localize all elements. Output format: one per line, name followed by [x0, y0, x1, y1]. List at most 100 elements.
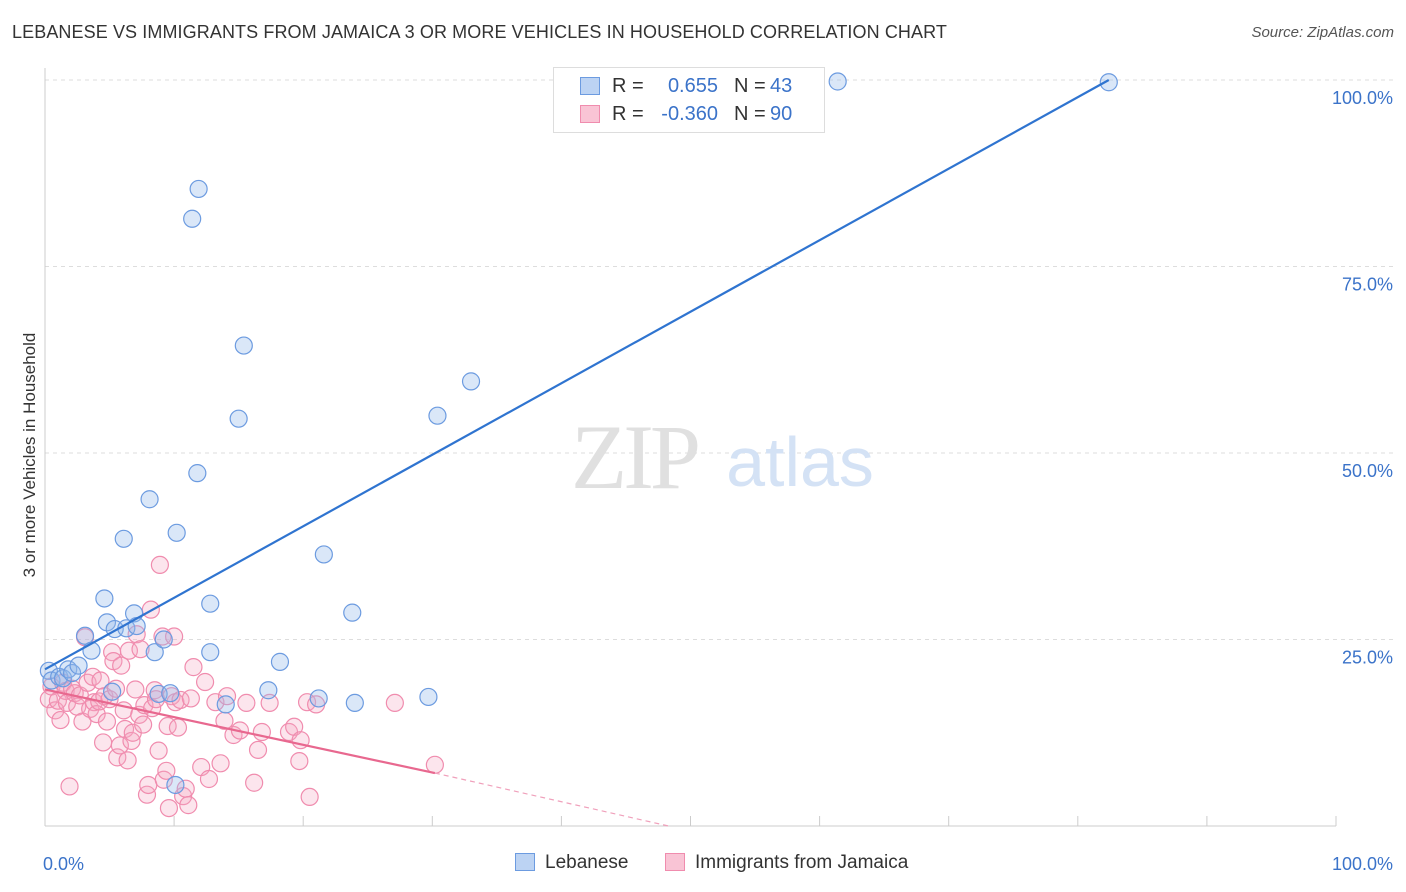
lebanese-point	[314, 545, 333, 564]
lebanese-point	[461, 372, 481, 391]
lebanese-point	[428, 406, 447, 425]
correlation-legend: R = 0.655 N = 43 R = -0.360 N = 90	[553, 67, 825, 133]
jamaica-point	[119, 641, 139, 660]
jamaica-point	[108, 748, 127, 767]
n-label: N =	[734, 75, 766, 97]
jamaica-point	[131, 640, 150, 659]
jamaica-legend-label: Immigrants from Jamaica	[695, 852, 909, 873]
jamaica-point	[110, 736, 129, 755]
lebanese-point	[63, 663, 82, 683]
lebanese-point	[166, 775, 185, 795]
lebanese-point	[69, 656, 88, 675]
lebanese-point	[216, 695, 235, 714]
jamaica-point	[199, 769, 219, 789]
jamaica-point	[211, 754, 230, 773]
watermark-zip: ZIP	[571, 406, 698, 508]
legend-row-jamaica: R = -0.360 N = 90	[554, 100, 824, 130]
jamaica-point	[134, 715, 153, 734]
x-tick-label-min: 0.0%	[43, 854, 84, 874]
jamaica-point	[51, 710, 70, 730]
source-label: Source: ZipAtlas.com	[1251, 24, 1394, 41]
lebanese-point	[419, 687, 438, 707]
jamaica-point	[181, 689, 200, 708]
r-label: R =	[612, 103, 644, 125]
jamaica-point	[126, 680, 145, 699]
bottom-legend-jamaica: Immigrants from Jamaica	[665, 852, 908, 874]
lebanese-point	[75, 626, 95, 645]
jamaica-point	[237, 693, 256, 713]
y-tick-label: 50.0%	[1342, 461, 1393, 481]
chart-title: LEBANESE VS IMMIGRANTS FROM JAMAICA 3 OR…	[12, 22, 947, 42]
jamaica-point	[184, 658, 203, 677]
lebanese-point	[309, 689, 328, 708]
lebanese-point	[95, 589, 114, 608]
lebanese-point	[1099, 73, 1118, 92]
lebanese-point	[343, 603, 362, 622]
jamaica-point	[139, 775, 158, 795]
grid-lines	[44, 79, 1396, 826]
jamaica-point	[157, 761, 176, 780]
jamaica-point	[290, 751, 309, 771]
lebanese-point	[201, 594, 220, 613]
jamaica-point	[385, 693, 404, 713]
lebanese-point	[828, 72, 847, 91]
lebanese-point	[188, 464, 207, 483]
lebanese-point	[140, 490, 159, 509]
lebanese-point	[161, 684, 180, 703]
n-value: 90	[770, 103, 793, 125]
jamaica-point	[97, 712, 117, 731]
jamaica-legend-swatch	[665, 853, 685, 871]
lebanese-point	[167, 523, 186, 542]
jamaica-point	[137, 785, 157, 804]
lebanese-point	[183, 209, 202, 228]
n-value: 43	[770, 75, 793, 97]
lebanese-point	[127, 616, 146, 636]
jamaica-point	[248, 740, 268, 760]
lebanese-trend-line	[44, 79, 1110, 671]
r-value: -0.360	[661, 103, 718, 125]
jamaica-point	[149, 741, 168, 760]
jamaica-trend-extension	[434, 772, 669, 827]
zipatlas-watermark: ZIP atlas	[571, 406, 874, 508]
lebanese-point	[53, 669, 73, 688]
jamaica-point	[93, 733, 113, 752]
jamaica-point	[159, 798, 179, 818]
r-value: 0.655	[667, 75, 718, 97]
lebanese-point	[234, 336, 253, 355]
jamaica-point	[179, 796, 198, 815]
jamaica-point	[300, 787, 319, 807]
watermark-atlas: atlas	[726, 423, 874, 501]
lebanese-swatch	[580, 77, 600, 95]
y-tick-label: 25.0%	[1342, 648, 1393, 668]
lebanese-point	[189, 179, 208, 199]
x-tick-label-max: 100.0%	[1332, 854, 1393, 874]
lebanese-point	[154, 630, 173, 649]
jamaica-point	[118, 751, 137, 770]
lebanese-point	[103, 682, 122, 701]
axes	[44, 68, 1336, 827]
n-label: N =	[734, 103, 766, 125]
jamaica-point	[245, 773, 264, 792]
jamaica-point	[168, 718, 188, 737]
y-tick-label: 100.0%	[1332, 88, 1393, 108]
trend-lines	[44, 79, 1110, 827]
tick-labels: 25.0% 50.0% 75.0% 100.0% 0.0% 100.0%	[43, 88, 1393, 874]
lebanese-point	[114, 529, 133, 548]
jamaica-point	[195, 672, 215, 692]
jamaica-point	[60, 777, 79, 796]
bottom-legend-lebanese: Lebanese	[515, 852, 628, 874]
lebanese-point	[345, 693, 364, 713]
lebanese-point	[229, 409, 248, 428]
lebanese-legend-label: Lebanese	[545, 852, 629, 873]
lebanese-legend-swatch	[515, 853, 535, 871]
jamaica-point	[112, 656, 131, 675]
jamaica-trend-line	[44, 688, 436, 775]
r-label: R =	[612, 75, 644, 97]
jamaica-point	[165, 627, 184, 646]
jamaica-swatch	[580, 105, 600, 123]
lebanese-point	[270, 652, 290, 671]
y-tick-label: 75.0%	[1342, 275, 1393, 295]
lebanese-point	[145, 643, 164, 662]
lebanese-point	[259, 681, 278, 700]
